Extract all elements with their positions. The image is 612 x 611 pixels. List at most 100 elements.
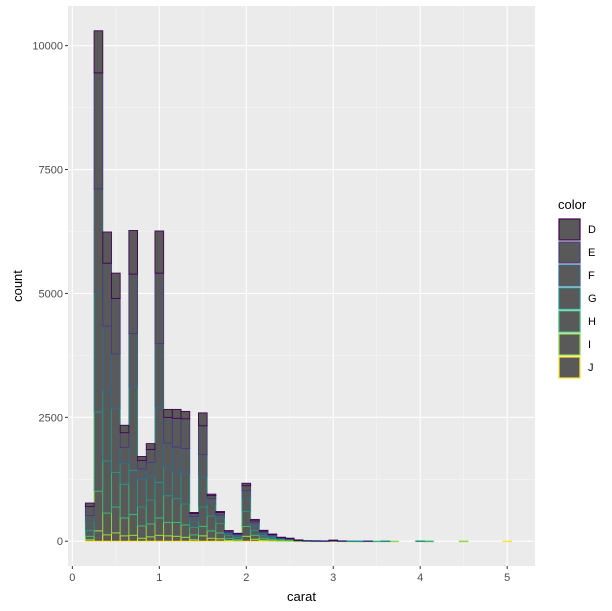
bar-H-0.5 bbox=[111, 471, 121, 508]
bar-G-0.9 bbox=[145, 476, 156, 501]
legend-label-I: I bbox=[588, 339, 591, 351]
legend-label-F: F bbox=[588, 270, 595, 282]
bar-G-1.2 bbox=[171, 471, 182, 500]
bar-D-0.7 bbox=[128, 230, 139, 275]
bar-H-4.1 bbox=[424, 540, 434, 543]
bar-I-2.0 bbox=[241, 525, 252, 537]
bar-E-2.7 bbox=[302, 540, 312, 542]
bar-F-1.0 bbox=[154, 343, 165, 408]
bar-G-2.1 bbox=[250, 525, 260, 531]
bar-D-1.1 bbox=[163, 408, 173, 418]
bar-D-0.9 bbox=[145, 443, 156, 450]
bar-F-0.7 bbox=[128, 333, 139, 388]
bar-E-1.3 bbox=[180, 418, 191, 449]
bar-G-3.6 bbox=[380, 540, 391, 542]
y-tick-label: 7500 bbox=[39, 165, 63, 177]
bar-H-1.4 bbox=[189, 526, 199, 536]
legend-key-E bbox=[558, 241, 581, 264]
legend-title: color bbox=[558, 197, 587, 212]
legend-label-H: H bbox=[588, 316, 596, 328]
bar-G-0.6 bbox=[119, 462, 130, 485]
bar-J-0.4 bbox=[102, 534, 112, 542]
bar-H-0.6 bbox=[119, 483, 130, 519]
bar-D-2.3 bbox=[267, 533, 278, 535]
bar-D-2.1 bbox=[250, 518, 260, 522]
bar-E-2.8 bbox=[311, 540, 321, 542]
bar-E-2.0 bbox=[241, 485, 252, 492]
bar-F-0.9 bbox=[145, 461, 156, 478]
bar-E-1.1 bbox=[163, 416, 173, 444]
x-axis-title: carat bbox=[287, 589, 316, 604]
bar-J-5.0 bbox=[502, 540, 512, 543]
legend-key-J bbox=[558, 356, 581, 379]
bar-D-0.4 bbox=[102, 231, 112, 264]
bar-D-0.5 bbox=[111, 272, 121, 299]
x-axis: 0 1 2 3 4 5 bbox=[69, 566, 510, 584]
bar-D-1.4 bbox=[189, 512, 199, 514]
bar-H-0.9 bbox=[145, 499, 156, 525]
bar-G-0.3 bbox=[93, 292, 104, 413]
bar-E-0.5 bbox=[111, 297, 121, 355]
bar-F-0.4 bbox=[102, 325, 112, 392]
bar-I-3.7 bbox=[389, 540, 399, 543]
bar-H-0.8 bbox=[137, 506, 147, 527]
bar-F-2.0 bbox=[241, 490, 252, 500]
bar-F-0.5 bbox=[111, 353, 121, 409]
bars-layer bbox=[84, 30, 512, 543]
bar-I-1.7 bbox=[215, 532, 225, 540]
bar-D-1.0 bbox=[154, 230, 165, 274]
y-axis-title: count bbox=[10, 270, 25, 302]
bar-J-1.1 bbox=[163, 535, 173, 542]
bar-E-1.2 bbox=[171, 417, 182, 448]
bar-J-2.0 bbox=[241, 535, 252, 542]
bar-J-1.0 bbox=[154, 534, 165, 542]
bar-I-1.0 bbox=[154, 517, 165, 536]
bar-J-1.2 bbox=[171, 535, 182, 542]
bar-D-0.8 bbox=[137, 456, 147, 461]
x-tick-label: 3 bbox=[330, 572, 336, 584]
bar-E-0.2 bbox=[84, 506, 95, 516]
bar-H-2.1 bbox=[250, 529, 260, 536]
bar-E-0.8 bbox=[137, 459, 147, 470]
bar-I-0.3 bbox=[93, 490, 104, 532]
bar-H-0.3 bbox=[93, 411, 104, 492]
bar-F-0.6 bbox=[119, 447, 130, 464]
bar-J-0.5 bbox=[111, 532, 121, 542]
bar-E-0.7 bbox=[128, 273, 139, 335]
bar-D-2.0 bbox=[241, 482, 252, 487]
bar-E-3.1 bbox=[337, 540, 347, 542]
bar-I-4.5 bbox=[458, 540, 469, 543]
bar-E-3.4 bbox=[363, 540, 373, 542]
bar-I-1.3 bbox=[180, 524, 191, 538]
bar-D-1.2 bbox=[171, 408, 182, 419]
bar-D-2.5 bbox=[284, 537, 295, 540]
bar-D-1.7 bbox=[215, 511, 225, 513]
bar-H-2.0 bbox=[241, 511, 252, 527]
bar-G-0.7 bbox=[128, 386, 139, 471]
bar-H-1.3 bbox=[180, 503, 191, 526]
bar-E-0.4 bbox=[102, 262, 112, 327]
bar-H-0.2 bbox=[84, 529, 95, 537]
bar-D-0.3 bbox=[93, 30, 104, 74]
bar-F-1.6 bbox=[206, 498, 217, 505]
bar-G-3.3 bbox=[354, 540, 365, 543]
bar-D-0.6 bbox=[119, 424, 130, 434]
legend-label-J: J bbox=[588, 362, 594, 374]
bar-G-0.5 bbox=[111, 407, 121, 473]
bar-H-1.7 bbox=[215, 522, 225, 534]
bar-H-0.7 bbox=[128, 469, 139, 515]
bar-D-3.0 bbox=[328, 539, 339, 542]
bar-D-1.9 bbox=[232, 532, 243, 535]
bar-G-1.5 bbox=[197, 475, 208, 508]
bar-I-2.1 bbox=[250, 534, 260, 540]
bar-H-1.5 bbox=[197, 506, 208, 527]
bar-F-1.2 bbox=[171, 446, 182, 473]
bar-I-1.6 bbox=[206, 530, 217, 539]
bar-I-0.8 bbox=[137, 525, 147, 539]
bar-H-3.5 bbox=[371, 540, 382, 543]
bar-G-0.8 bbox=[137, 478, 147, 508]
bar-D-0.2 bbox=[84, 502, 95, 507]
bar-F-1.4 bbox=[189, 515, 199, 522]
bar-G-2.0 bbox=[241, 498, 252, 512]
bar-G-3.2 bbox=[345, 540, 356, 542]
